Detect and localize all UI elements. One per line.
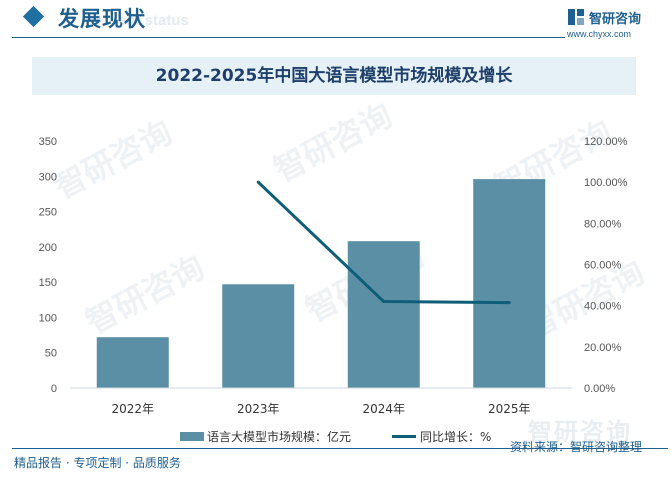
y-right-tick-label: 0.00% [584, 383, 615, 395]
x-tick-label: 2023年 [237, 402, 280, 416]
y-right-tick-label: 20.00% [584, 342, 622, 354]
y-left-tick-label: 100 [39, 312, 57, 324]
legend-bar-swatch [180, 432, 204, 441]
line-point [507, 301, 511, 305]
y-left-tick-label: 300 [39, 171, 57, 183]
chart-title-bar: 2022-2025年中国大语言模型市场规模及增长 [32, 57, 636, 95]
bars [96, 179, 546, 388]
header: ent status 发展现状 智研咨询 www.chyxx.com [0, 0, 671, 40]
chart-title: 2022-2025年中国大语言模型市场规模及增长 [155, 66, 513, 86]
y-right-tick-label: 100.00% [584, 177, 628, 189]
brand[interactable]: 智研咨询 www.chyxx.com [567, 7, 667, 41]
y-right-tick-label: 60.00% [584, 260, 622, 272]
legend: 语言大模型市场规模：亿元 同比增长：% [180, 428, 500, 444]
x-tick-label: 2024年 [362, 402, 405, 416]
line-point [256, 180, 260, 184]
legend-bar-label: 语言大模型市场规模：亿元 [207, 430, 352, 444]
bar [96, 337, 169, 388]
bar [473, 179, 546, 388]
footer-tagline: 精品报告 · 专项定制 · 品质服务 [14, 456, 181, 470]
y-left-tick-label: 0 [51, 383, 57, 395]
section-subtitle: ent status [118, 12, 189, 29]
bar [222, 284, 295, 388]
x-tick-label: 2022年 [111, 402, 154, 416]
brand-url[interactable]: www.chyxx.com [567, 29, 632, 39]
y-right-tick-label: 80.00% [584, 218, 622, 230]
section-title: 发展现状 [58, 7, 146, 31]
y-left-tick-label: 50 [45, 348, 57, 360]
header-divider [12, 37, 565, 38]
legend-line-label: 同比增长：% [420, 430, 492, 444]
source-note: 资料来源：智研咨询整理 [510, 440, 643, 454]
brand-name: 智研咨询 [589, 12, 642, 27]
legend-line-swatch [392, 435, 416, 438]
watermark-bottom: 智研咨询 [528, 418, 632, 446]
y-left-tick-label: 350 [39, 136, 57, 148]
bar [347, 241, 420, 388]
brand-logo-icon [568, 9, 584, 25]
y-left-tick-label: 150 [39, 277, 57, 289]
y-left-tick-label: 250 [39, 207, 57, 219]
axes: 0 50 100 150 200 250 300 350 0.00% 20.00% 40.00% 60… [39, 136, 628, 416]
line-point [382, 300, 386, 304]
y-right-tick-label: 40.00% [584, 301, 622, 313]
y-right-tick-label: 120.00% [584, 136, 628, 148]
footer-divider [12, 448, 668, 449]
y-left-tick-label: 200 [39, 242, 57, 254]
growth-line [256, 180, 511, 305]
x-tick-label: 2025年 [488, 402, 531, 416]
